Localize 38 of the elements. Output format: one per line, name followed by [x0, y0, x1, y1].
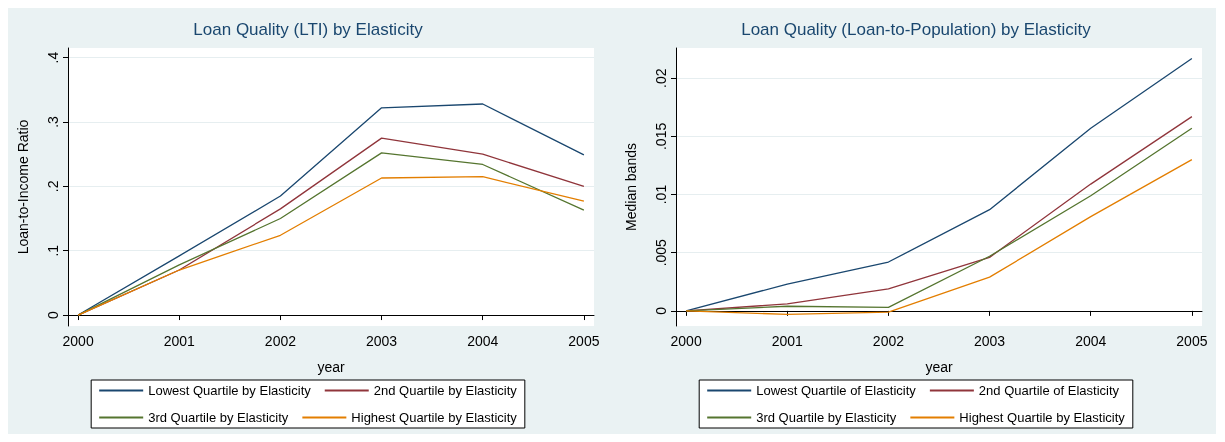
x-tick-label: 2002: [872, 333, 905, 349]
chart-title: Loan Quality (Loan-to-Population) by Elasticity: [741, 20, 1092, 39]
x-tick-label: 2004: [467, 333, 499, 349]
x-tick-label: 2004: [1075, 333, 1107, 349]
legend-label: Lowest Quartile by Elasticity: [148, 383, 312, 398]
x-axis-title: year: [317, 359, 345, 375]
y-tick-label: .005: [653, 238, 669, 267]
x-tick-label: 2001: [163, 333, 196, 349]
y-tick-label: .015: [653, 122, 669, 151]
x-tick-label: 2003: [974, 333, 1006, 349]
legend-label: Highest Quartile by Elasticity: [351, 410, 518, 425]
y-tick-label: 0: [653, 306, 669, 315]
legend-label: 3rd Quartile by Elasticity: [148, 410, 289, 425]
x-tick-label: 2003: [366, 333, 398, 349]
legend-label: 2nd Quartile by Elasticity: [373, 383, 518, 398]
chart-title: Loan Quality (LTI) by Elasticity: [193, 20, 424, 39]
y-tick-label: .02: [653, 68, 669, 88]
y-axis-title: Loan-to-Income Ratio: [15, 119, 31, 255]
y-tick-label: .1: [45, 244, 61, 257]
y-axis-title: Median bands: [623, 143, 639, 231]
line-series: [685, 159, 1193, 316]
x-tick-label: 2000: [670, 333, 702, 349]
legend-label: 2nd Quartile of Elasticity: [978, 383, 1120, 398]
x-tick-label: 2005: [568, 333, 600, 349]
y-tick-label: .3: [45, 115, 61, 128]
y-tick-label: .4: [45, 51, 61, 64]
x-tick-label: 2000: [62, 333, 94, 349]
x-axis-title: year: [925, 359, 953, 375]
legend-label: 3rd Quartile by Elasticity: [756, 410, 897, 425]
x-tick-label: 2001: [771, 333, 804, 349]
y-tick-label: .01: [653, 184, 669, 205]
line-series: [77, 103, 585, 316]
legend-label: Highest Quartile by Elasticity: [959, 410, 1126, 425]
x-tick-label: 2002: [264, 333, 297, 349]
x-tick-label: 2005: [1176, 333, 1208, 349]
y-tick-label: 0: [45, 310, 61, 319]
y-tick-label: .2: [45, 180, 61, 193]
legend-label: Lowest Quartile of Elasticity: [756, 383, 917, 398]
